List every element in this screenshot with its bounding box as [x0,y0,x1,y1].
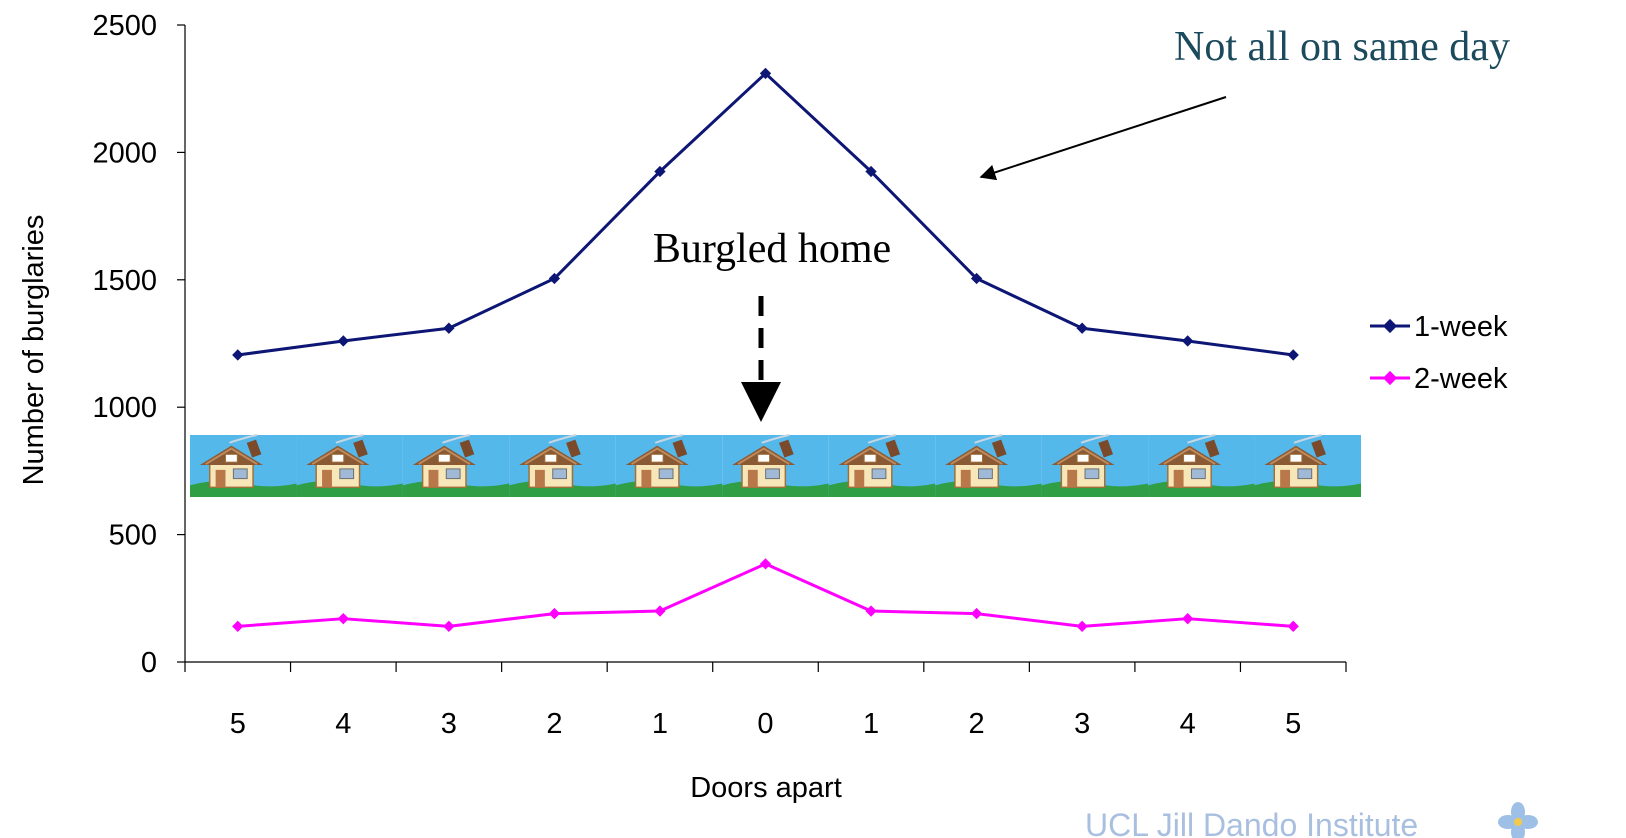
x-tick-label: 5 [230,708,246,740]
data-point-1-week [865,165,877,178]
series-line-2-week [237,562,1294,628]
data-point-1-week [970,272,983,285]
legend: 1-week 2-week [1370,311,1508,395]
data-point-2-week [443,620,455,632]
data-point-2-week [548,607,561,620]
series-line-1-week [237,71,1294,357]
data-point-2-week [654,605,666,617]
house-icon [189,434,298,498]
data-point-2-week [232,620,244,632]
x-axis-title: Doors apart [690,772,842,804]
y-tick-label: 1000 [92,392,157,424]
house-icon [721,434,830,498]
x-tick-label: 3 [441,708,457,740]
not-same-day-arrow [979,96,1227,181]
x-tick-label: 1 [863,708,879,740]
data-point-1-week [443,322,455,334]
data-point-1-week [1287,349,1299,361]
data-point-2-week [1076,620,1088,632]
x-tick-label: 1 [652,708,668,740]
y-axis-title: Number of burglaries [18,215,50,486]
institute-logo: UCL Jill Dando Institute [1085,802,1538,838]
x-tick-label: 2 [969,708,985,740]
house-icon [401,434,511,498]
data-point-1-week [337,335,349,347]
house-icon [295,434,404,498]
flower-icon [1498,802,1538,838]
y-tick-label: 500 [109,520,157,552]
data-point-2-week [337,613,349,625]
logo-text: UCL Jill Dando Institute [1085,807,1418,838]
x-tick-label: 5 [1285,708,1301,740]
x-tick-label: 4 [335,708,351,740]
house-icon [827,434,937,498]
data-point-2-week [759,558,772,570]
data-point-2-week [1182,613,1194,625]
house-icon [1040,434,1150,498]
house-icon [1147,434,1256,498]
x-tick-label: 3 [1074,708,1090,740]
legend-marker-1-week [1382,318,1398,334]
data-point-1-week [654,165,666,178]
legend-label-1-week: 1-week [1414,311,1508,343]
y-tick-label: 0 [141,647,157,679]
house-icon [614,434,724,498]
burgled-home-annotation: Burgled home [653,226,891,272]
legend-label-2-week: 2-week [1414,363,1508,395]
legend-marker-2-week [1382,370,1398,386]
house-icon [508,434,617,498]
data-point-2-week [1287,620,1299,632]
house-strip-image [189,434,1362,498]
data-point-1-week [1182,335,1194,347]
not-same-day-annotation: Not all on same day [1174,24,1510,70]
data-point-1-week [1076,322,1088,334]
data-point-2-week [970,607,983,620]
y-tick-label: 2000 [92,137,157,169]
x-tick-label: 2 [546,708,562,740]
y-tick-label: 1500 [92,265,157,297]
data-point-1-week [548,272,561,285]
data-point-2-week [865,605,877,617]
house-icon [934,434,1043,498]
y-tick-label: 2500 [92,10,157,42]
x-tick-label: 4 [1180,708,1196,740]
data-point-1-week [232,349,244,361]
x-tick-label: 0 [757,708,773,740]
house-icon [1253,434,1362,498]
